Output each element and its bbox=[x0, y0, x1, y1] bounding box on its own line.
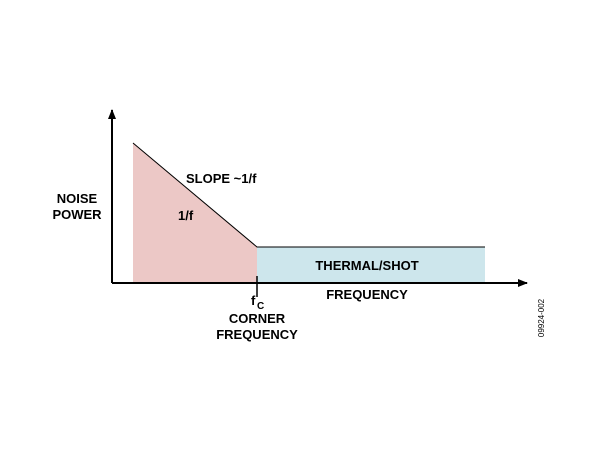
corner-label: FREQUENCY bbox=[216, 327, 298, 342]
x-axis-label: FREQUENCY bbox=[326, 287, 408, 302]
region-label: 1/f bbox=[178, 208, 194, 223]
y-axis-label: NOISE bbox=[57, 191, 98, 206]
thermal-region bbox=[257, 247, 485, 283]
y-axis-label: POWER bbox=[52, 207, 102, 222]
corner-subscript: C bbox=[257, 301, 264, 312]
figure-id: 09924-002 bbox=[537, 298, 546, 337]
slope-label: SLOPE ~1/f bbox=[186, 171, 257, 186]
flicker-region bbox=[133, 143, 257, 283]
region-label: THERMAL/SHOT bbox=[315, 258, 418, 273]
noise-curve bbox=[132, 142, 485, 248]
corner-symbol: f bbox=[251, 293, 256, 308]
corner-label: CORNER bbox=[229, 311, 286, 326]
